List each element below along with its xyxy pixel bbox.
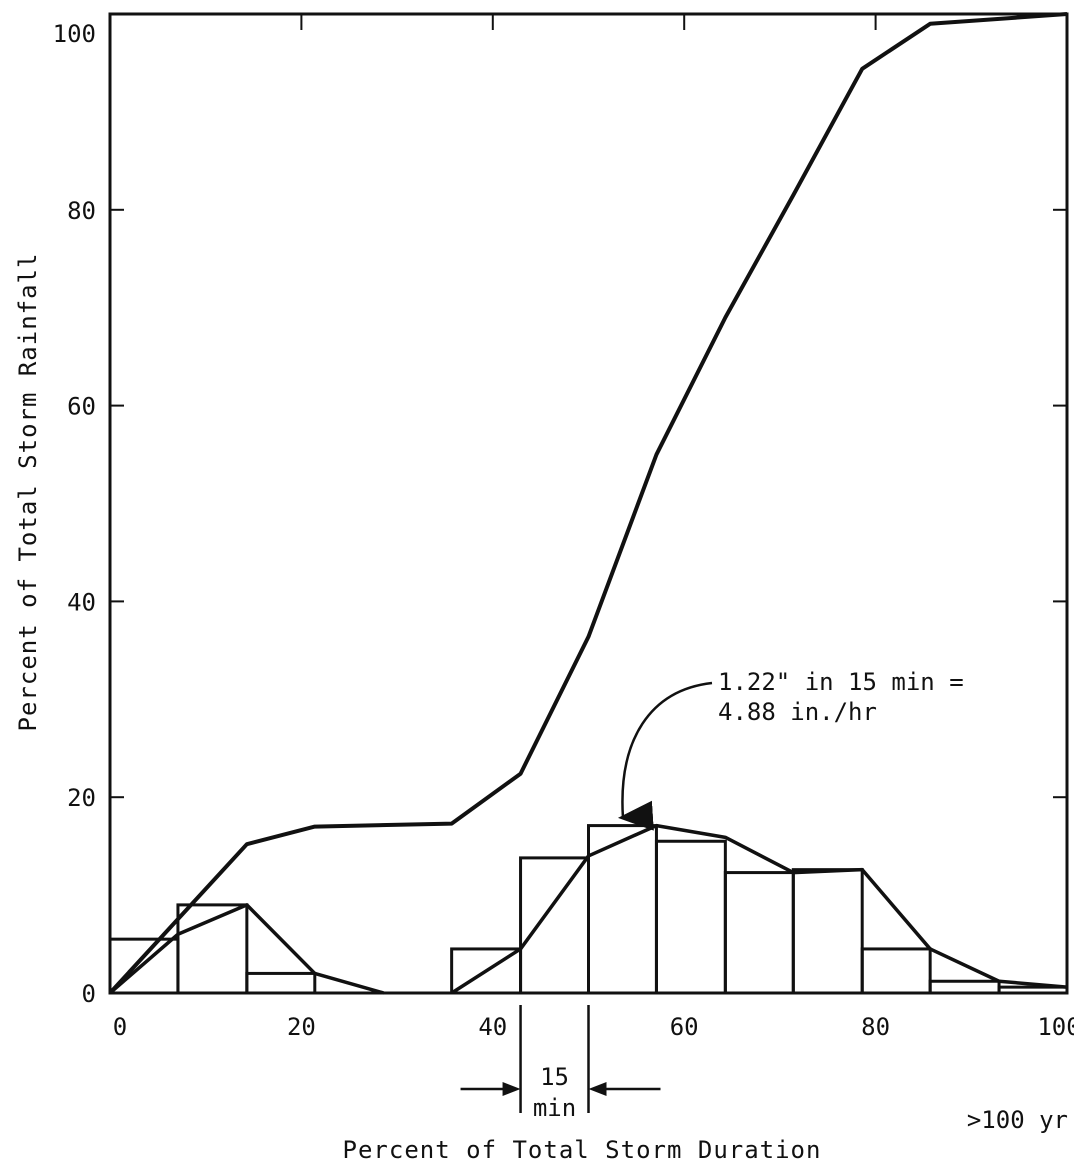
smoothed-line (108, 823, 1068, 995)
interval-label-bottom: min (533, 1094, 576, 1122)
corner-note: >100 yr (967, 1106, 1068, 1134)
x-tick-label-2: 40 (478, 1013, 507, 1041)
histogram-bar-2 (245, 971, 317, 995)
x-tick-label-0: 0 (113, 1013, 127, 1041)
y-tick-label-3: 60 (67, 393, 96, 421)
histogram-bar-12 (928, 979, 1001, 995)
histogram-bar-11 (860, 947, 932, 995)
y-axis-title: Percent of Total Storm Rainfall (14, 253, 42, 732)
y-tick-label-5: 100 (53, 20, 96, 48)
peak-intensity-annotation: 1.22" in 15 min = 4.88 in./hr (617, 668, 964, 831)
histogram-bar-9 (723, 871, 795, 995)
interval-left-arrowhead (502, 1082, 521, 1096)
histogram-bar-6 (519, 856, 590, 995)
y-tick-label-2: 40 (67, 588, 96, 616)
x-axis-ticks: 0 20 40 60 80 100 (113, 14, 1074, 1041)
cumulative-rainfall-line (108, 12, 1068, 995)
y-tick-label-4: 80 (67, 197, 96, 225)
interval-label-top: 15 (540, 1063, 569, 1091)
y-tick-label-0: 0 (82, 980, 96, 1008)
smoothed-line-segment-1 (450, 823, 1068, 995)
x-tick-label-3: 60 (670, 1013, 699, 1041)
histogram-bar-8 (654, 839, 727, 995)
x-tick-label-1: 20 (287, 1013, 316, 1041)
peak-annotation-line1: 1.22" in 15 min = (718, 668, 964, 696)
interval-annotation: 15 min (460, 1005, 661, 1122)
histogram-bar-13 (997, 985, 1069, 995)
histogram-bar-1 (176, 903, 249, 995)
peak-arrow (617, 681, 713, 831)
y-axis-ticks: 0 20 40 60 80 100 (53, 20, 1067, 1008)
x-axis-title: Percent of Total Storm Duration (343, 1136, 822, 1164)
x-tick-label-4: 80 (861, 1013, 890, 1041)
peak-annotation-line2: 4.88 in./hr (718, 698, 877, 726)
smoothed-line-segment-0 (108, 903, 385, 995)
interval-right-arrowhead (588, 1082, 607, 1096)
histogram-bar-10 (791, 868, 864, 995)
x-tick-label-5: 100 (1037, 1013, 1074, 1041)
y-tick-label-1: 20 (67, 784, 96, 812)
